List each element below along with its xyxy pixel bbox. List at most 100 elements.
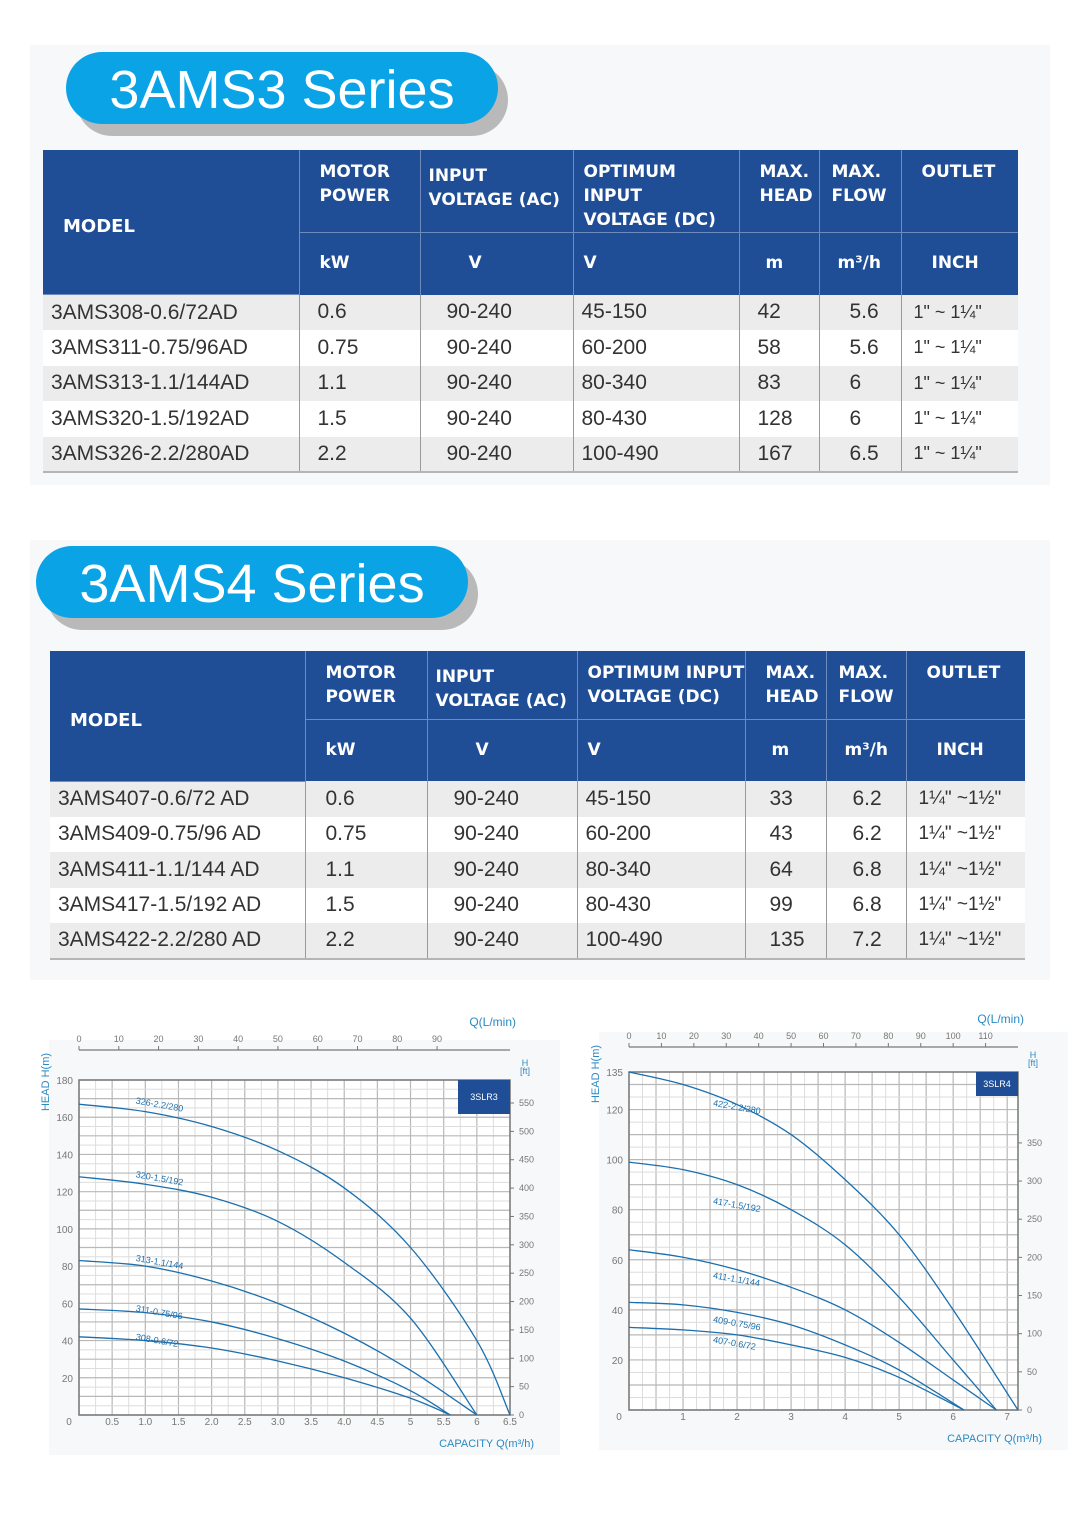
svg-text:10: 10 [114,1034,124,1044]
cell-dc: 80-430 [572,401,739,437]
svg-text:3.5: 3.5 [304,1417,318,1428]
svg-text:6: 6 [474,1417,480,1428]
svg-text:60: 60 [62,1299,74,1310]
cell-model: 3AMS311-0.75/96AD [43,330,299,366]
table-row: 3AMS409-0.75/96 AD 0.75 90-240 60-200 43… [50,816,1025,852]
unit-max-flow: m³/h [818,232,901,295]
cell-ac: 90-240 [426,781,577,817]
cell-dc: 80-340 [572,365,739,401]
unit-max-head: m [738,232,819,295]
svg-text:300: 300 [519,1240,534,1250]
svg-text:[ft]: [ft] [520,1066,530,1076]
svg-text:30: 30 [721,1031,731,1041]
cell-outlet: 1¼" ~1½" [905,887,1025,923]
svg-text:2: 2 [734,1412,740,1423]
table-row: 3AMS407-0.6/72 AD 0.6 90-240 45-150 33 6… [50,781,1025,817]
cell-head: 99 [744,887,826,923]
svg-text:350: 350 [1027,1138,1042,1148]
cell-ac: 90-240 [426,816,577,852]
cell-outlet: 1¼" ~1½" [905,852,1025,888]
unit-motor-power: kW [304,719,427,781]
svg-text:40: 40 [233,1034,243,1044]
cell-ac: 90-240 [419,294,573,330]
chart-svg-3slr3: 0 0.5 1.0 1.5 2.0 2.5 3.0 3.5 4.0 4.5 5 5.5 6 6.5 20 40… [40,1015,560,1455]
cell-ac: 90-240 [419,436,573,473]
svg-text:0: 0 [1027,1405,1032,1415]
cell-outlet: 1" ~ 1¼" [900,401,1018,437]
column-header-input-voltage-ac: INPUT VOLTAGE (AC) [426,651,577,720]
cell-outlet: 1" ~ 1¼" [900,330,1018,366]
column-header-input-voltage-ac: INPUT VOLTAGE (AC) [419,150,573,233]
svg-text:200: 200 [519,1297,534,1307]
cell-flow: 5.6 [818,330,901,366]
cell-outlet: 1¼" ~1½" [905,816,1025,852]
svg-text:80: 80 [392,1034,402,1044]
cell-head: 42 [738,294,819,330]
cell-flow: 7.2 [825,923,906,960]
column-header-max-head: MAX. HEAD [744,651,826,720]
svg-text:20: 20 [612,1356,624,1367]
svg-text:60: 60 [818,1031,828,1041]
cell-head: 43 [744,816,826,852]
cell-ac: 90-240 [426,887,577,923]
svg-text:5: 5 [408,1417,414,1428]
cell-dc: 80-430 [576,887,745,923]
chart-svg-3slr4: 0 1 2 3 4 5 6 7 20 40 60 80 100 120 135 0 10 20 30 40 50 60 70… [590,1012,1068,1450]
cell-outlet: 1" ~ 1¼" [900,436,1018,473]
cell-ac: 90-240 [426,852,577,888]
svg-text:20: 20 [689,1031,699,1041]
cell-dc: 100-490 [576,923,745,960]
column-header-motor-power: MOTOR POWER [304,651,427,720]
svg-text:80: 80 [883,1031,893,1041]
svg-text:80: 80 [612,1206,624,1217]
unit-motor-power: kW [298,232,420,295]
cell-kw: 0.6 [298,294,420,330]
svg-text:1.5: 1.5 [172,1417,186,1428]
cell-model: 3AMS409-0.75/96 AD [50,816,305,852]
cell-outlet: 1" ~ 1¼" [900,294,1018,330]
svg-text:40: 40 [754,1031,764,1041]
column-header-model: MODEL [43,150,299,295]
cell-head: 58 [738,330,819,366]
svg-text:160: 160 [56,1113,73,1124]
cell-model: 3AMS422-2.2/280 AD [50,923,305,960]
column-header-model: MODEL [50,651,305,782]
column-header-outlet: OUTLET [900,150,1018,233]
svg-text:HEAD H(m): HEAD H(m) [590,1045,602,1103]
cell-outlet: 1¼" ~1½" [905,923,1025,960]
svg-text:100: 100 [1027,1329,1042,1339]
cell-kw: 0.75 [298,330,420,366]
performance-chart-3slr4: 0 1 2 3 4 5 6 7 20 40 60 80 100 120 135 0 10 20 30 40 50 60 70… [560,1000,1092,1470]
svg-text:500: 500 [519,1126,534,1136]
svg-text:50: 50 [519,1382,529,1392]
unit-max-flow: m³/h [825,719,906,781]
svg-text:80: 80 [62,1262,74,1273]
svg-text:CAPACITY Q(m³/h): CAPACITY Q(m³/h) [439,1438,534,1450]
svg-text:40: 40 [612,1306,624,1317]
svg-text:180: 180 [56,1076,73,1087]
cell-flow: 6.2 [825,781,906,817]
svg-text:200: 200 [1027,1252,1042,1262]
column-header-max-head: MAX. HEAD [738,150,819,233]
svg-text:1.0: 1.0 [138,1417,152,1428]
svg-text:0: 0 [76,1034,81,1044]
svg-text:350: 350 [519,1211,534,1221]
unit-optimum-voltage-dc: V [572,232,739,295]
table-row: 3AMS417-1.5/192 AD 1.5 90-240 80-430 99 … [50,887,1025,923]
cell-flow: 6 [818,365,901,401]
svg-text:1: 1 [680,1412,686,1423]
cell-head: 128 [738,401,819,437]
svg-text:CAPACITY Q(m³/h): CAPACITY Q(m³/h) [947,1433,1042,1445]
svg-text:140: 140 [56,1150,73,1161]
column-header-outlet: OUTLET [905,651,1025,720]
cell-kw: 0.6 [304,781,427,817]
svg-text:550: 550 [519,1098,534,1108]
cell-dc: 60-200 [572,330,739,366]
svg-text:0: 0 [616,1412,622,1423]
cell-flow: 6 [818,401,901,437]
svg-text:50: 50 [786,1031,796,1041]
table-row: 3AMS326-2.2/280AD 2.2 90-240 100-490 167… [43,436,1018,473]
svg-text:50: 50 [273,1034,283,1044]
svg-text:3SLR4: 3SLR4 [983,1079,1011,1089]
series-3-spec-table: MODEL MOTOR POWER INPUT VOLTAGE (AC) OPT… [43,150,1018,473]
